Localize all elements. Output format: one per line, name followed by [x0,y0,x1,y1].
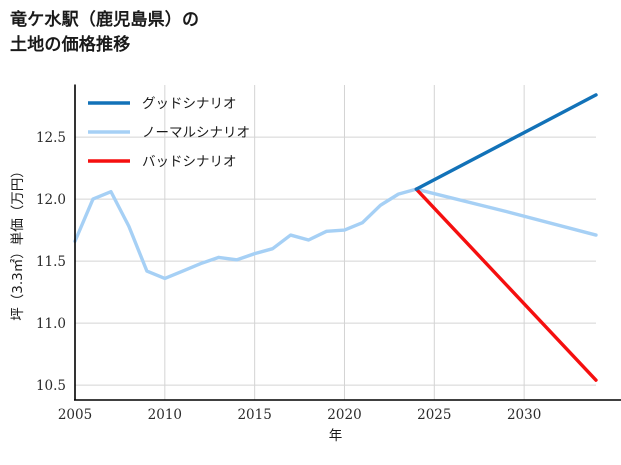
tick-labels-group: 10.5 11.0 11.5 12.0 12.5 2005 2010 2015 2020 2025… [36,130,541,423]
legend-label-グッドシナリオ: グッドシナリオ [142,96,237,112]
legend-label-バッドシナリオ: バッドシナリオ [142,154,237,170]
x-tick-label: 2020 [327,407,361,423]
series-line-グッドシナリオ [414,93,598,191]
series-line-ノーマルシナリオ [73,187,598,281]
legend-label-ノーマルシナリオ: ノーマルシナリオ [142,125,250,141]
y-axis-title: 坪（3.3㎡）単価（万円） [10,164,26,320]
y-tick-label: 10.5 [36,378,66,394]
axes-group [74,84,621,401]
y-tick-label: 11.0 [36,316,66,332]
axis-titles-group: 年 坪（3.3㎡）単価（万円） [10,164,342,444]
x-axis-title: 年 [329,428,343,444]
y-tick-label: 12.5 [36,130,66,146]
x-tick-label: 2015 [237,407,271,423]
x-tick-label: 2025 [417,407,451,423]
y-tick-label: 11.5 [36,254,66,270]
x-tick-label: 2030 [507,407,541,423]
x-tick-label: 2010 [148,407,182,423]
y-tick-label: 12.0 [36,192,66,208]
chart-title: 竜ケ水駅（鹿児島県）の 土地の価格推移 [10,10,200,54]
x-tick-label: 2005 [58,407,92,423]
series-group [73,93,598,382]
gridlines-group [74,85,596,400]
series-line-バッドシナリオ [414,187,598,382]
